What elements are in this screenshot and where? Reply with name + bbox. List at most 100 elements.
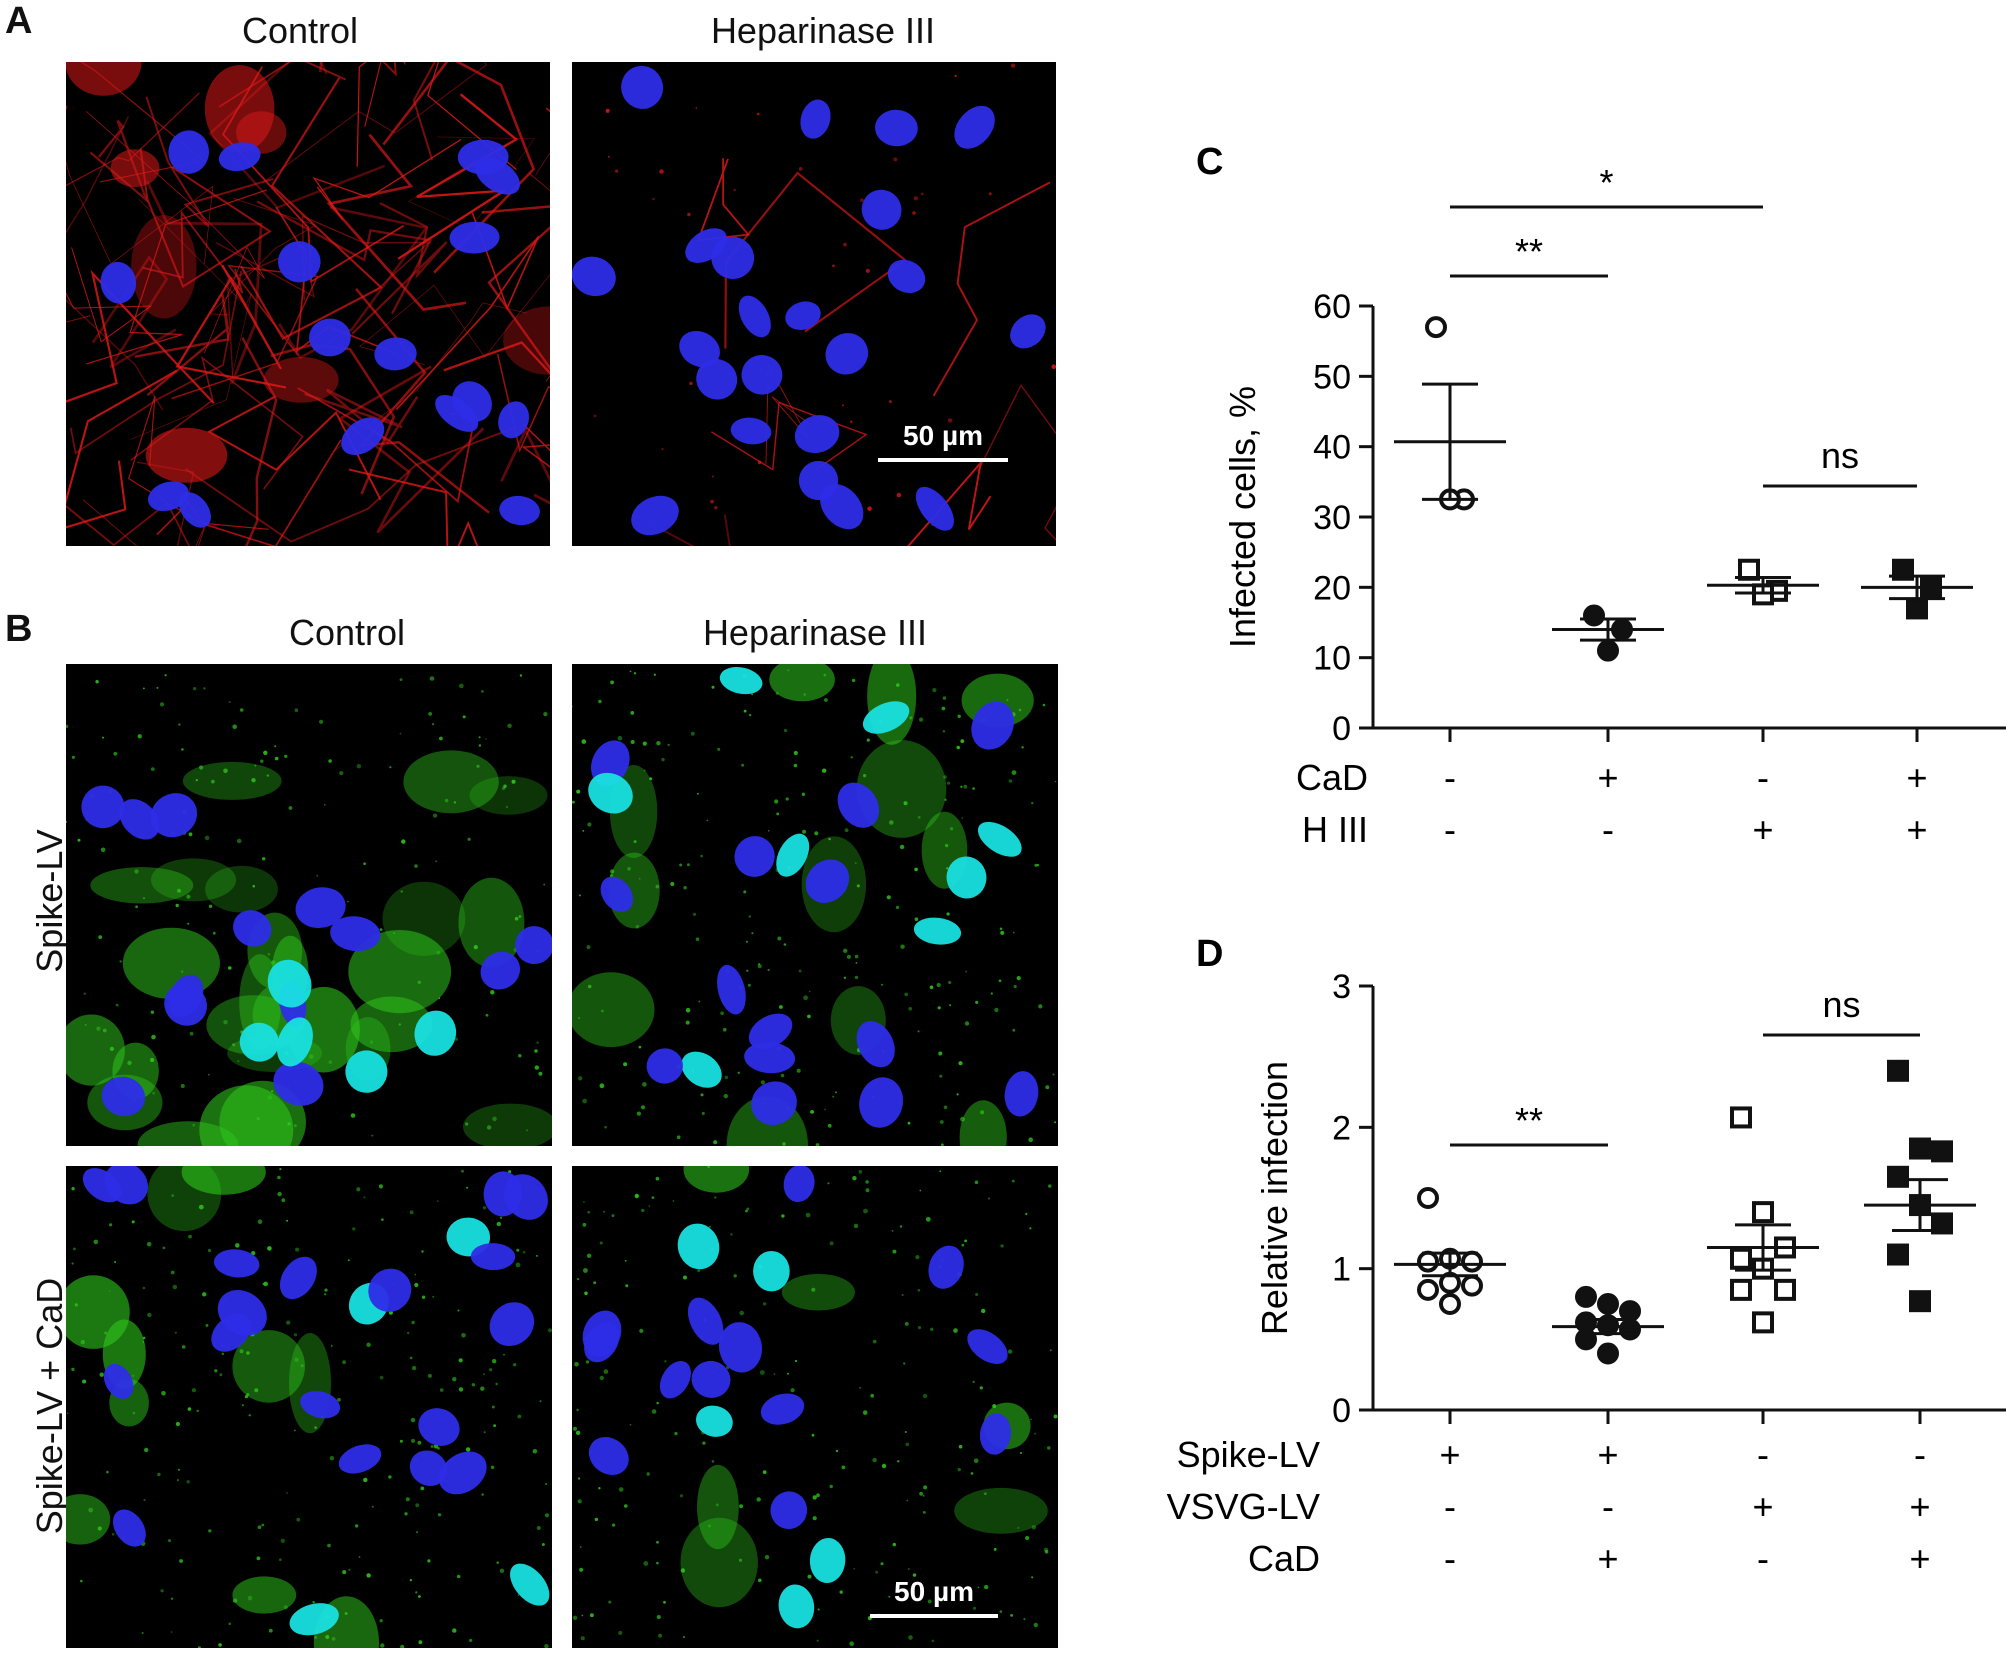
- stain-speck: [279, 1558, 282, 1561]
- stain-speck: [627, 867, 631, 871]
- data-point: [1906, 597, 1928, 620]
- stain-speck: [157, 1472, 161, 1477]
- stain-speck: [268, 1628, 273, 1633]
- stain-speck: [815, 1143, 820, 1146]
- stain-speck: [909, 716, 913, 720]
- condition-value: -: [1757, 757, 1769, 798]
- stain-speck: [984, 1492, 987, 1495]
- data-point: [1461, 1274, 1483, 1297]
- stain-speck: [922, 1393, 928, 1399]
- stain-speck: [608, 1600, 612, 1604]
- stain-speck: [356, 764, 362, 769]
- stain-speck: [598, 699, 602, 704]
- stain-speck: [257, 1525, 262, 1529]
- stain-speck: [522, 1250, 526, 1254]
- stain-speck: [438, 997, 441, 999]
- stain-region: [856, 740, 947, 838]
- stain-speck: [827, 1182, 830, 1185]
- stain-speck: [581, 1614, 584, 1617]
- nucleus: [1010, 314, 1046, 349]
- stain-speck: [208, 1529, 212, 1533]
- stain-speck: [583, 1201, 585, 1203]
- stain-speck: [630, 740, 635, 744]
- stain-speck: [656, 1540, 659, 1544]
- stain-speck: [427, 1559, 431, 1563]
- stain-speck: [1051, 364, 1056, 369]
- stain-speck: [1053, 1414, 1058, 1419]
- stain-speck: [900, 944, 905, 949]
- stain-speck: [932, 688, 937, 693]
- stain-speck: [683, 886, 687, 890]
- stain-speck: [248, 1414, 251, 1417]
- stain-speck: [263, 750, 268, 755]
- nucleus: [572, 256, 616, 297]
- stain-speck: [1049, 1349, 1052, 1352]
- stain-speck: [629, 1423, 632, 1426]
- nucleus: [470, 1243, 516, 1271]
- stain-speck: [1031, 801, 1034, 805]
- nucleus: [862, 701, 910, 734]
- stain-speck: [903, 1362, 906, 1365]
- stain-region: [90, 867, 194, 904]
- stain-speck: [478, 736, 481, 739]
- stain-fiber: [356, 62, 517, 171]
- stain-speck: [433, 813, 438, 818]
- stain-speck: [444, 798, 449, 803]
- stain-speck: [204, 835, 210, 841]
- stain-speck: [870, 1393, 874, 1398]
- stain-speck: [981, 1308, 986, 1314]
- stain-speck: [737, 1071, 740, 1074]
- nucleus: [330, 916, 381, 952]
- stain-speck: [858, 1170, 863, 1174]
- y-tick-label: 50: [1313, 358, 1351, 396]
- stain-speck: [746, 940, 748, 943]
- stain-speck: [661, 448, 664, 451]
- stain-speck: [698, 1000, 701, 1003]
- stain-speck: [66, 1412, 69, 1414]
- stain-speck: [180, 1084, 185, 1088]
- stain-speck: [223, 1020, 228, 1025]
- stain-speck: [984, 1584, 989, 1590]
- stain-speck: [456, 1574, 461, 1579]
- stain-speck: [519, 674, 523, 677]
- stain-speck: [850, 756, 853, 759]
- stain-speck: [827, 1123, 832, 1128]
- stain-speck: [1012, 1028, 1016, 1032]
- stain-speck: [886, 895, 891, 900]
- stain-fiber: [241, 337, 278, 546]
- stain-speck: [1047, 1446, 1051, 1450]
- stain-fiber: [175, 264, 287, 389]
- stain-speck: [987, 1197, 990, 1200]
- stain-speck: [572, 1615, 578, 1620]
- stain-speck: [689, 381, 693, 385]
- stain-speck: [1016, 976, 1021, 981]
- stain-fiber: [66, 247, 153, 343]
- stain-region: [781, 1273, 855, 1311]
- stain-speck: [936, 982, 941, 988]
- stain-speck: [931, 1639, 935, 1643]
- nucleus: [794, 415, 840, 454]
- stain-speck: [917, 1289, 921, 1292]
- stain-speck: [590, 1613, 594, 1618]
- stain-speck: [221, 1352, 224, 1356]
- stain-speck: [664, 1360, 667, 1363]
- stain-speck: [1021, 746, 1024, 749]
- stain-speck: [350, 1113, 356, 1118]
- stain-speck: [919, 1189, 922, 1192]
- stain-speck: [624, 1504, 628, 1508]
- stain-speck: [380, 1643, 385, 1648]
- panel-a-col-label-control: Control: [241, 10, 359, 51]
- stain-speck: [1007, 1349, 1013, 1354]
- stain-speck: [700, 854, 703, 858]
- stain-speck: [516, 1248, 520, 1252]
- stain-fiber: [312, 138, 462, 221]
- significance-label: ns: [1821, 435, 1859, 476]
- stain-speck: [757, 964, 762, 969]
- nucleus: [112, 1509, 146, 1547]
- stain-speck: [854, 862, 857, 864]
- stain-speck: [127, 1060, 132, 1066]
- stain-speck: [381, 1218, 384, 1221]
- stain-speck: [371, 1505, 374, 1508]
- stain-speck: [670, 881, 675, 887]
- stain-speck: [170, 1597, 174, 1600]
